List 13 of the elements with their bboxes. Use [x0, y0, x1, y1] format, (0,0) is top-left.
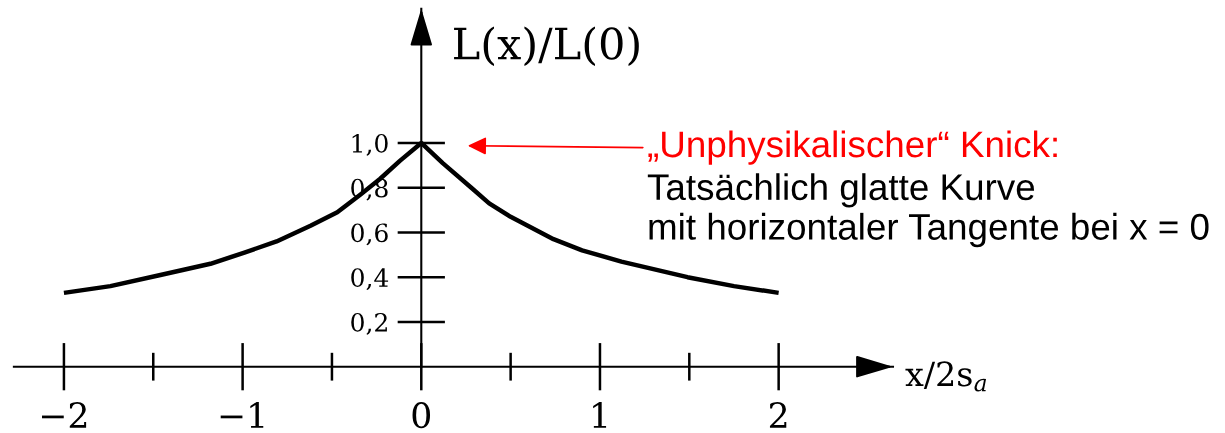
x-axis-title: x/2s$_{a}$ [905, 361, 987, 392]
x-tick-label: 1 [593, 402, 607, 428]
y-tick-label: 0,4 [351, 268, 389, 291]
x-tick-label: 2 [769, 402, 787, 428]
annotation: „Unphysikalischer“ Knick: [648, 130, 1057, 165]
y-tick-label: 1,0 [352, 133, 388, 156]
x-tick-label: −2 [42, 402, 87, 428]
annotation: Tatsächlich glatte Kurve mit horizontaler Tangente bei x = 0 [647, 173, 1209, 248]
y-tick-label: 0,2 [351, 312, 387, 335]
y-axis-title: L(x)/L(0) [454, 26, 639, 66]
x-tick-label: −1 [220, 402, 264, 428]
x-tick-label: 0 [412, 402, 431, 429]
y-tick-label: 0,6 [351, 223, 388, 246]
